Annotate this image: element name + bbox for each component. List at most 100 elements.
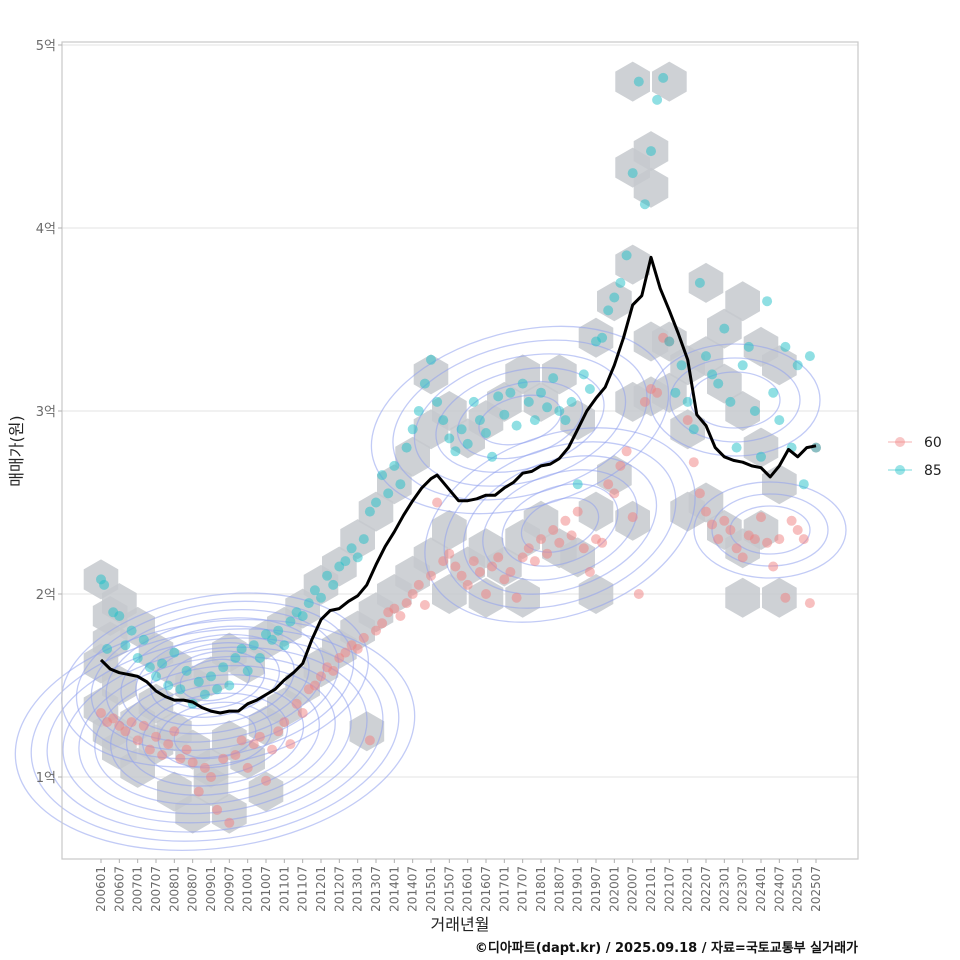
point-85 (126, 625, 137, 636)
x-tick-label: 202207 (699, 866, 713, 912)
point-60 (401, 598, 412, 609)
point-85 (493, 391, 504, 402)
point-85 (731, 442, 742, 453)
point-85 (713, 378, 724, 389)
point-85 (548, 373, 559, 384)
x-tick-label: 201607 (479, 866, 493, 912)
point-60 (762, 537, 773, 548)
point-85 (285, 616, 296, 627)
point-60 (603, 479, 614, 490)
point-60 (719, 515, 730, 526)
point-60 (285, 739, 296, 750)
point-60 (499, 574, 510, 585)
hexbin (725, 577, 760, 618)
x-axis-title: 거래년월 (431, 915, 490, 934)
x-tick-label: 200701 (131, 866, 145, 912)
point-85 (169, 647, 180, 658)
x-tick-label: 201801 (534, 866, 548, 912)
point-85 (572, 479, 583, 490)
point-85 (206, 671, 216, 682)
point-85 (151, 671, 161, 682)
point-85 (322, 570, 333, 581)
legend-item-85: 85 (888, 463, 942, 479)
point-85 (432, 396, 443, 407)
hexbin (542, 354, 577, 395)
point-85 (627, 168, 638, 179)
point-60 (639, 396, 650, 407)
point-60 (621, 446, 632, 457)
point-60 (548, 525, 559, 535)
density-contour (75, 600, 355, 760)
x-tick-label: 200901 (204, 866, 218, 912)
density-contour (693, 481, 847, 579)
point-60 (432, 497, 443, 508)
y-tick-label: 2억 (36, 588, 56, 603)
point-60 (297, 708, 308, 718)
point-60 (609, 488, 620, 499)
point-60 (279, 717, 290, 728)
hexbin (652, 372, 687, 413)
y-tick-label: 3억 (36, 405, 56, 420)
legend-label-85: 85 (924, 463, 942, 479)
point-85 (212, 684, 223, 695)
point-85 (181, 665, 192, 676)
density-contour (649, 343, 821, 457)
point-85 (230, 653, 241, 663)
density-contour (462, 455, 658, 595)
point-85 (364, 506, 375, 517)
point-60 (438, 556, 449, 567)
x-tick-label: 201707 (516, 866, 530, 912)
point-60 (181, 744, 192, 755)
hexbin (743, 427, 779, 468)
point-85 (756, 451, 766, 462)
hexbin (523, 381, 559, 422)
point-60 (230, 750, 241, 760)
point-85 (273, 625, 284, 636)
point-60 (597, 537, 608, 548)
point-85 (419, 378, 430, 389)
point-85 (407, 424, 418, 435)
x-tick-label: 201907 (589, 866, 603, 912)
point-60 (267, 744, 278, 755)
x-tick-label: 202201 (681, 866, 695, 912)
point-85 (175, 684, 186, 695)
point-60 (377, 618, 388, 629)
hexbin (633, 167, 669, 208)
density-contour (14, 619, 416, 851)
point-60 (187, 757, 198, 768)
point-85 (236, 643, 247, 654)
point-60 (731, 543, 742, 554)
point-85 (658, 72, 669, 83)
x-tick-label: 201401 (387, 866, 401, 912)
x-tick-label: 201701 (497, 866, 511, 912)
point-60 (316, 671, 326, 682)
legend-label-60: 60 (924, 435, 942, 451)
x-tick-label: 201901 (571, 866, 585, 912)
hexbin (762, 577, 797, 618)
point-60 (413, 579, 424, 590)
point-85 (254, 653, 265, 663)
point-85 (749, 406, 760, 416)
point-85 (725, 396, 736, 407)
point-85 (120, 640, 131, 651)
point-85 (639, 199, 650, 210)
x-tick-label: 200607 (112, 866, 126, 912)
point-60 (804, 598, 815, 609)
point-85 (163, 680, 174, 691)
point-60 (487, 561, 498, 572)
hexbin (688, 262, 724, 303)
point-60 (493, 552, 504, 563)
point-60 (688, 457, 699, 468)
density-contour (157, 701, 273, 769)
density-contour (125, 683, 305, 787)
point-85 (199, 689, 210, 700)
point-60 (523, 543, 534, 554)
point-85 (597, 332, 608, 343)
legend-dot-60 (895, 437, 905, 447)
point-60 (737, 552, 748, 563)
point-85 (499, 409, 510, 420)
point-85 (517, 378, 528, 389)
density-contour (482, 469, 638, 581)
hexbin (578, 491, 614, 532)
point-60 (108, 713, 119, 724)
